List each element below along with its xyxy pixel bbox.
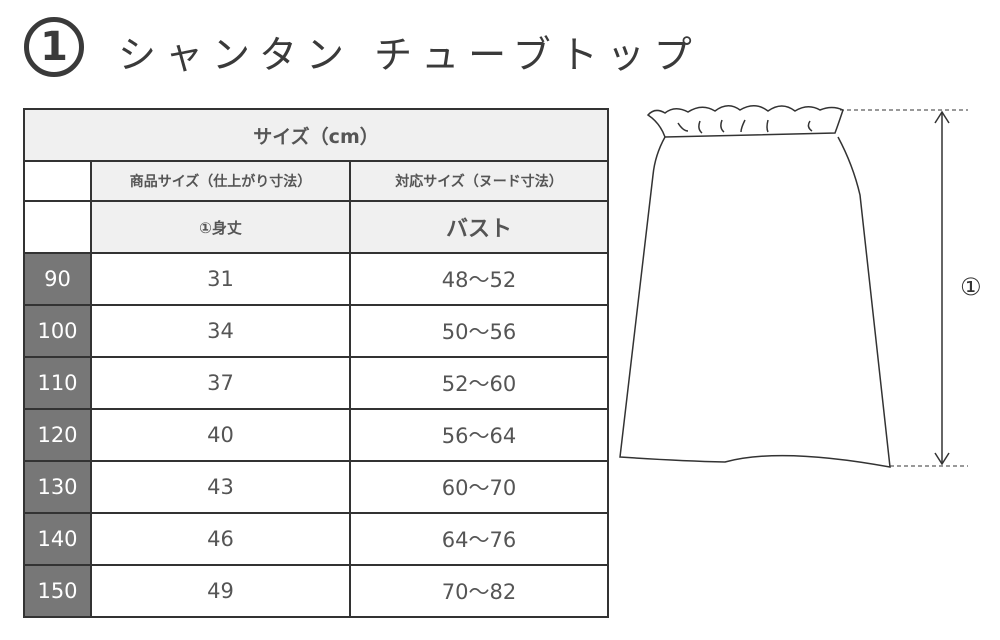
length-cell: 43 — [90, 460, 351, 514]
measure-label: ① — [960, 273, 982, 301]
size-table: サイズ（cm） 商品サイズ（仕上がり寸法） 対応サイズ（ヌード寸法） ①身丈 バ… — [23, 108, 609, 618]
page-title: シャンタン チューブトップ — [118, 33, 701, 77]
size-cell: 90 — [23, 252, 92, 306]
empty-cell — [23, 160, 92, 202]
table-row: 140 46 64～76 — [23, 512, 609, 566]
table-caption: サイズ（cm） — [23, 108, 609, 162]
length-cell: 40 — [90, 408, 351, 462]
title-number-badge: 1 — [24, 17, 84, 77]
empty-cell — [23, 200, 92, 254]
size-cell: 130 — [23, 460, 92, 514]
size-cell: 150 — [23, 564, 92, 618]
table-row: 120 40 56～64 — [23, 408, 609, 462]
table-row: 130 43 60～70 — [23, 460, 609, 514]
table-row: 90 31 48～52 — [23, 252, 609, 306]
ruffle-folds — [677, 119, 813, 134]
size-cell: 120 — [23, 408, 92, 462]
table-row: 110 37 52～60 — [23, 356, 609, 410]
col-group-nude: 対応サイズ（ヌード寸法） — [349, 160, 609, 202]
col-group-product: 商品サイズ（仕上がり寸法） — [90, 160, 351, 202]
bust-cell: 48～52 — [349, 252, 609, 306]
table-row: 100 34 50～56 — [23, 304, 609, 358]
length-cell: 31 — [90, 252, 351, 306]
table-row: 150 49 70～82 — [23, 564, 609, 618]
size-cell: 100 — [23, 304, 92, 358]
bust-cell: 60～70 — [349, 460, 609, 514]
arrow-heads — [934, 110, 950, 466]
garment-ruffle — [646, 105, 844, 138]
length-cell: 37 — [90, 356, 351, 410]
size-cell: 140 — [23, 512, 92, 566]
col-label-bust: バスト — [349, 200, 609, 254]
bust-cell: 64～76 — [349, 512, 609, 566]
tube-top-diagram: ① — [619, 105, 982, 468]
length-cell: 46 — [90, 512, 351, 566]
bust-cell: 70～82 — [349, 564, 609, 618]
size-cell: 110 — [23, 356, 92, 410]
length-cell: 49 — [90, 564, 351, 618]
bust-cell: 52～60 — [349, 356, 609, 410]
length-cell: 34 — [90, 304, 351, 358]
bust-cell: 56～64 — [349, 408, 609, 462]
col-label-length: ①身丈 — [90, 200, 351, 254]
bust-cell: 50～56 — [349, 304, 609, 358]
garment-body — [619, 136, 891, 468]
